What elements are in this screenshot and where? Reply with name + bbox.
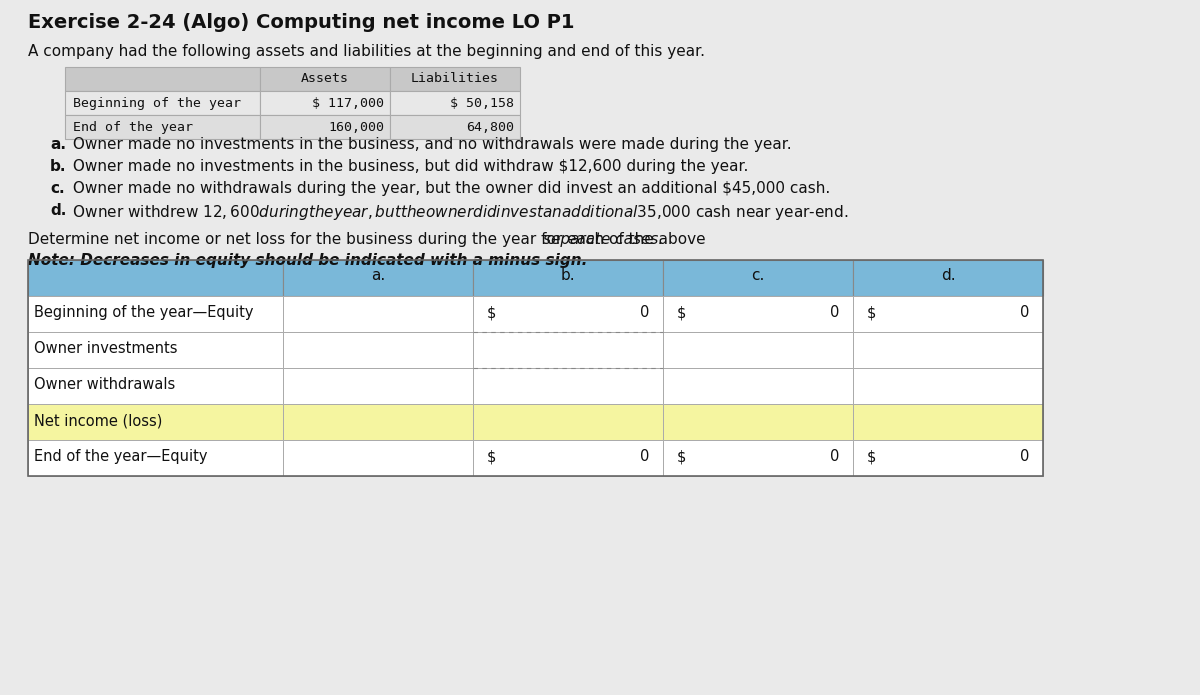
Bar	[390, 115, 520, 139]
Text: Assets: Assets	[301, 72, 349, 85]
Text: b.: b.	[50, 159, 66, 174]
Text: d.: d.	[50, 203, 66, 218]
Bar	[390, 67, 520, 91]
Bar	[473, 332, 662, 368]
Text: Owner withdrew $12,600 during the year, but the owner did invest an additional $: Owner withdrew $12,600 during the year, …	[68, 203, 848, 222]
Bar	[473, 296, 662, 332]
Bar	[283, 260, 473, 296]
Text: Owner made no investments in the business, but did withdraw $12,600 during the y: Owner made no investments in the busines…	[68, 159, 749, 174]
Bar	[390, 91, 520, 115]
Bar	[28, 404, 283, 440]
Text: Net income (loss): Net income (loss)	[34, 413, 162, 428]
Bar	[283, 440, 473, 476]
Bar	[65, 91, 260, 115]
Bar	[473, 440, 662, 476]
Text: 0: 0	[1020, 449, 1030, 464]
Text: End of the year—Equity: End of the year—Equity	[34, 449, 208, 464]
Text: 0: 0	[829, 305, 839, 320]
Text: 64,800: 64,800	[466, 121, 514, 134]
Text: 0: 0	[640, 449, 649, 464]
Text: $ 50,158: $ 50,158	[450, 97, 514, 110]
Bar	[662, 440, 853, 476]
Text: $: $	[677, 449, 686, 464]
Text: A company had the following assets and liabilities at the beginning and end of t: A company had the following assets and l…	[28, 44, 706, 59]
Text: separate cases.: separate cases.	[542, 232, 664, 247]
Bar	[853, 296, 1043, 332]
Text: c.: c.	[50, 181, 65, 196]
Bar	[28, 368, 283, 404]
Text: c.: c.	[751, 268, 764, 283]
Bar	[28, 332, 283, 368]
Text: Exercise 2-24 (Algo) Computing net income LO P1: Exercise 2-24 (Algo) Computing net incom…	[28, 13, 575, 32]
Bar	[283, 332, 473, 368]
Bar	[473, 260, 662, 296]
Text: Note: Decreases in equity should be indicated with a minus sign.: Note: Decreases in equity should be indi…	[28, 253, 587, 268]
Bar	[662, 368, 853, 404]
Bar	[662, 404, 853, 440]
Bar	[853, 368, 1043, 404]
Text: Determine net income or net loss for the business during the year for each of th: Determine net income or net loss for the…	[28, 232, 710, 247]
Text: Owner made no investments in the business, and no withdrawals were made during t: Owner made no investments in the busines…	[68, 137, 792, 152]
Bar	[260, 67, 390, 91]
Text: a.: a.	[50, 137, 66, 152]
Bar	[28, 440, 283, 476]
Text: $ 117,000: $ 117,000	[312, 97, 384, 110]
Text: $: $	[487, 449, 497, 464]
Bar	[28, 296, 283, 332]
Bar	[283, 404, 473, 440]
Bar	[28, 260, 1043, 476]
Text: 0: 0	[829, 449, 839, 464]
Text: b.: b.	[560, 268, 575, 283]
Text: $: $	[866, 449, 876, 464]
Bar	[260, 115, 390, 139]
Bar	[283, 368, 473, 404]
Bar	[283, 296, 473, 332]
Bar	[662, 260, 853, 296]
Bar	[473, 404, 662, 440]
Text: End of the year: End of the year	[73, 121, 193, 134]
Text: 0: 0	[1020, 305, 1030, 320]
Text: Liabilities: Liabilities	[410, 72, 499, 85]
Text: Owner made no withdrawals during the year, but the owner did invest an additiona: Owner made no withdrawals during the yea…	[68, 181, 830, 196]
Text: Owner withdrawals: Owner withdrawals	[34, 377, 175, 392]
Bar	[853, 332, 1043, 368]
Text: d.: d.	[941, 268, 955, 283]
Text: Beginning of the year: Beginning of the year	[73, 97, 241, 110]
Text: $: $	[487, 305, 497, 320]
Text: Owner investments: Owner investments	[34, 341, 178, 356]
Bar	[28, 260, 283, 296]
Bar	[853, 260, 1043, 296]
Text: $: $	[866, 305, 876, 320]
Bar	[65, 115, 260, 139]
Bar	[662, 332, 853, 368]
Bar	[853, 404, 1043, 440]
Text: 0: 0	[640, 305, 649, 320]
Bar	[662, 296, 853, 332]
Text: a.: a.	[371, 268, 385, 283]
Bar	[853, 440, 1043, 476]
Bar	[65, 67, 260, 91]
Text: 160,000: 160,000	[328, 121, 384, 134]
Bar	[473, 368, 662, 404]
Text: $: $	[677, 305, 686, 320]
Bar	[260, 91, 390, 115]
Text: Beginning of the year—Equity: Beginning of the year—Equity	[34, 305, 253, 320]
